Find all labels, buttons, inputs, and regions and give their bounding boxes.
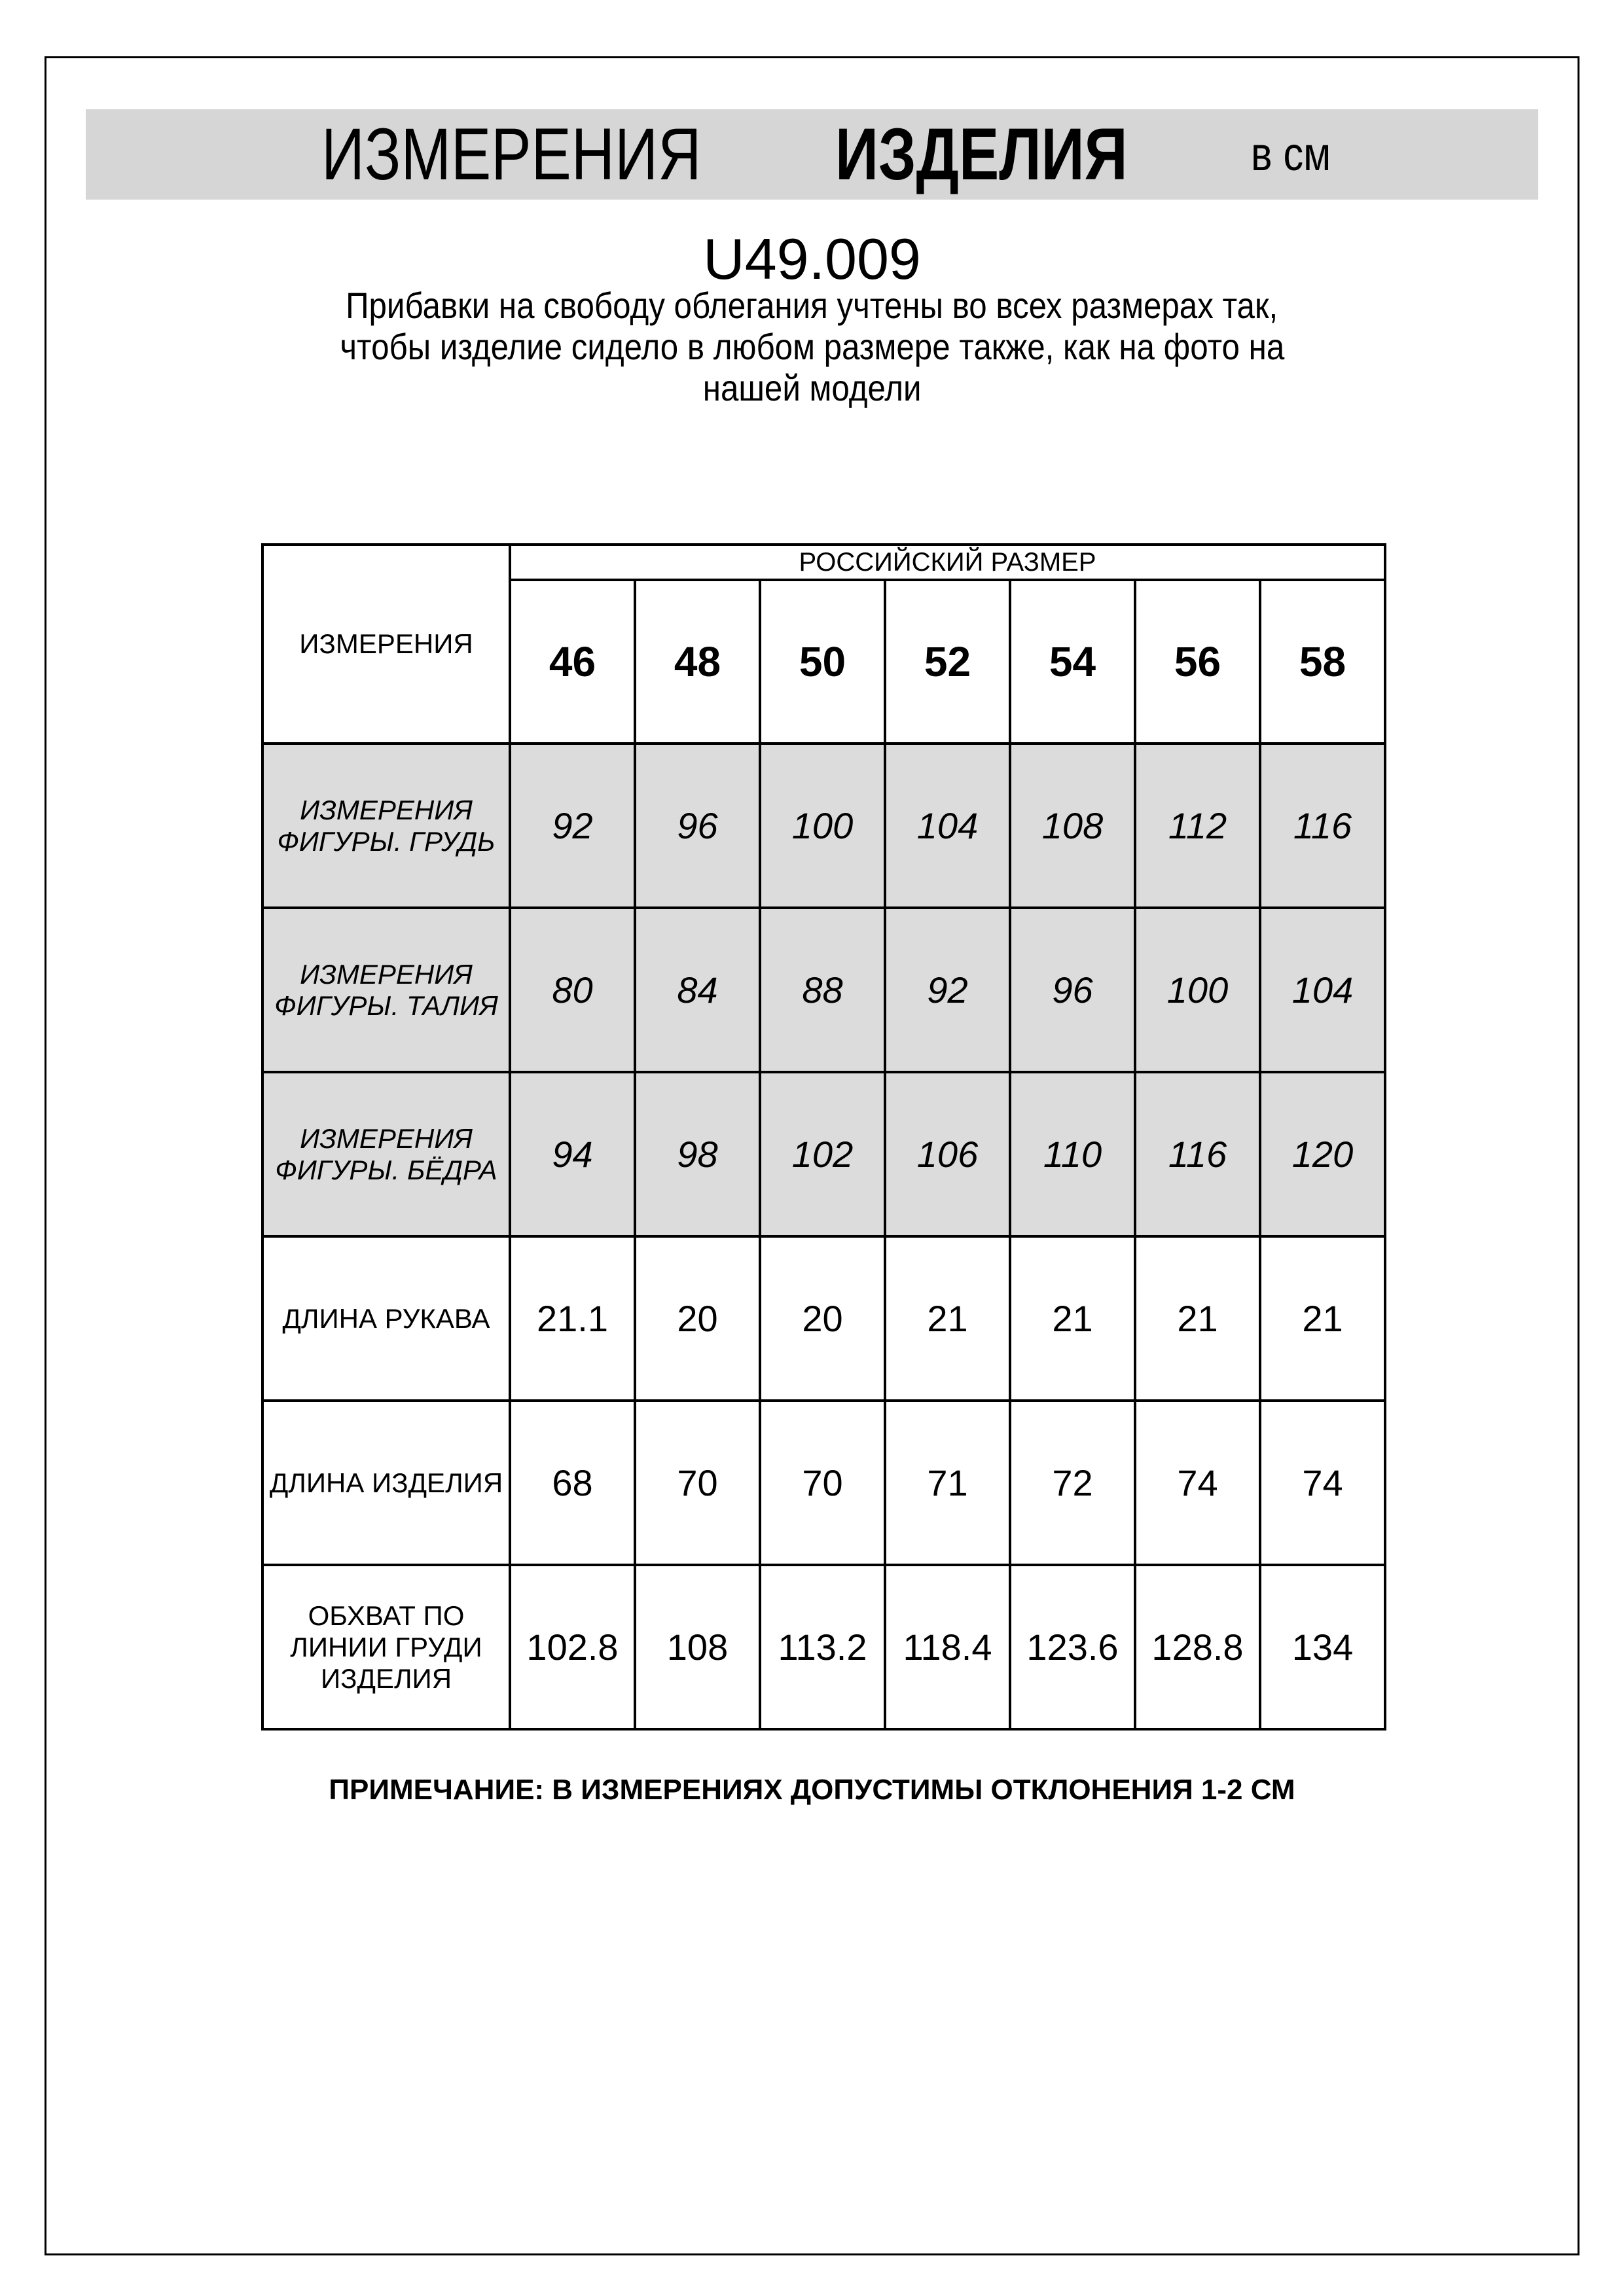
cell-value: 116 bbox=[1134, 1071, 1261, 1238]
row-label: ДЛИНА ИЗДЕЛИЯ bbox=[261, 1399, 511, 1566]
cell-value: 72 bbox=[1009, 1399, 1136, 1566]
cell-value: 112 bbox=[1134, 742, 1261, 909]
cell-value: 102 bbox=[759, 1071, 886, 1238]
cell-value: 118.4 bbox=[884, 1564, 1011, 1731]
cell-value: 96 bbox=[1009, 906, 1136, 1073]
cell-value: 21 bbox=[884, 1235, 1011, 1402]
row-label-line: ФИГУРЫ. ТАЛИЯ bbox=[274, 990, 498, 1021]
cell-value: 110 bbox=[1009, 1071, 1136, 1238]
model-code: U49.009 bbox=[703, 226, 921, 291]
row-label-line: ДЛИНА ИЗДЕЛИЯ bbox=[269, 1467, 503, 1498]
cell-value: 21 bbox=[1009, 1235, 1136, 1402]
table-row: ИЗМЕРЕНИЯ ФИГУРЫ. БЁДРА 94 98 102 106 110 116 12… bbox=[261, 1071, 1386, 1238]
size-table: ИЗМЕРЕНИЯ РОССИЙСКИЙ РАЗМЕР 46 48 50 52 54 56… bbox=[261, 543, 1386, 1731]
description-line: нашей модели bbox=[702, 367, 922, 408]
cell-value: 92 bbox=[509, 742, 636, 909]
row-label-line: ИЗДЕЛИЯ bbox=[320, 1662, 452, 1694]
cell-value: 84 bbox=[634, 906, 761, 1073]
cell-value: 96 bbox=[634, 742, 761, 909]
cell-value: 88 bbox=[759, 906, 886, 1073]
description: Прибавки на свободу облегания учтены во … bbox=[0, 285, 1624, 408]
cell-value: 106 bbox=[884, 1071, 1011, 1238]
cell-value: 102.8 bbox=[509, 1564, 636, 1731]
size-header: 56 bbox=[1134, 579, 1261, 745]
cell-value: 100 bbox=[759, 742, 886, 909]
row-label: ДЛИНА РУКАВА bbox=[261, 1235, 511, 1402]
corner-label: ИЗМЕРЕНИЯ bbox=[261, 543, 511, 745]
table-row: ИЗМЕРЕНИЯ ФИГУРЫ. ТАЛИЯ 80 84 88 92 96 100 104 bbox=[261, 906, 1386, 1073]
cell-value: 70 bbox=[634, 1399, 761, 1566]
row-label: ИЗМЕРЕНИЯ ФИГУРЫ. БЁДРА bbox=[261, 1071, 511, 1238]
cell-value: 92 bbox=[884, 906, 1011, 1073]
size-header: 58 bbox=[1259, 579, 1386, 745]
row-label: ИЗМЕРЕНИЯ ФИГУРЫ. ТАЛИЯ bbox=[261, 906, 511, 1073]
row-label-line: ИЗМЕРЕНИЯ bbox=[300, 1122, 473, 1154]
description-line: чтобы изделие сидело в любом размере так… bbox=[340, 326, 1284, 367]
cell-value: 21 bbox=[1259, 1235, 1386, 1402]
note: ПРИМЕЧАНИЕ: В ИЗМЕРЕНИЯХ ДОПУСТИМЫ ОТКЛО… bbox=[329, 1774, 1295, 1806]
title-band: ИЗМЕРЕНИЯ ИЗДЕЛИЯ в см bbox=[86, 109, 1538, 200]
row-label-line: ФИГУРЫ. ГРУДЬ bbox=[277, 825, 496, 857]
cell-value: 71 bbox=[884, 1399, 1011, 1566]
table-row: ИЗМЕРЕНИЯ ФИГУРЫ. ГРУДЬ 92 96 100 104 108 112 11… bbox=[261, 742, 1386, 909]
title-part2: ИЗДЕЛИЯ bbox=[835, 113, 1128, 195]
cell-value: 68 bbox=[509, 1399, 636, 1566]
cell-value: 98 bbox=[634, 1071, 761, 1238]
cell-value: 128.8 bbox=[1134, 1564, 1261, 1731]
cell-value: 70 bbox=[759, 1399, 886, 1566]
row-label-line: ИЗМЕРЕНИЯ bbox=[300, 794, 473, 825]
row-label: ИЗМЕРЕНИЯ ФИГУРЫ. ГРУДЬ bbox=[261, 742, 511, 909]
cell-value: 123.6 bbox=[1009, 1564, 1136, 1731]
size-header: 46 bbox=[509, 579, 636, 745]
row-label: ОБХВАТ ПО ЛИНИИ ГРУДИ ИЗДЕЛИЯ bbox=[261, 1564, 511, 1731]
cell-value: 108 bbox=[1009, 742, 1136, 909]
unit-label: в см bbox=[1251, 128, 1331, 181]
cell-value: 104 bbox=[1259, 906, 1386, 1073]
cell-value: 74 bbox=[1134, 1399, 1261, 1566]
cell-value: 21 bbox=[1134, 1235, 1261, 1402]
table-row: ОБХВАТ ПО ЛИНИИ ГРУДИ ИЗДЕЛИЯ 102.8 108 113.2… bbox=[261, 1564, 1386, 1731]
cell-value: 108 bbox=[634, 1564, 761, 1731]
row-label-line: ИЗМЕРЕНИЯ bbox=[300, 958, 473, 990]
cell-value: 74 bbox=[1259, 1399, 1386, 1566]
cell-value: 104 bbox=[884, 742, 1011, 909]
cell-value: 120 bbox=[1259, 1071, 1386, 1238]
cell-value: 116 bbox=[1259, 742, 1386, 909]
description-line: Прибавки на свободу облегания учтены во … bbox=[346, 285, 1278, 326]
row-label-line: ЛИНИИ ГРУДИ bbox=[290, 1631, 482, 1662]
size-header: 50 bbox=[759, 579, 886, 745]
cell-value: 20 bbox=[759, 1235, 886, 1402]
size-header: 54 bbox=[1009, 579, 1136, 745]
size-header: 52 bbox=[884, 579, 1011, 745]
table-row: ДЛИНА РУКАВА 21.1 20 20 21 21 21 21 bbox=[261, 1235, 1386, 1402]
row-label-line: ОБХВАТ ПО bbox=[308, 1600, 465, 1631]
title-part1: ИЗМЕРЕНИЯ bbox=[321, 113, 702, 195]
table-row: ДЛИНА ИЗДЕЛИЯ 68 70 70 71 72 74 74 bbox=[261, 1399, 1386, 1566]
size-group-header: РОССИЙСКИЙ РАЗМЕР bbox=[509, 543, 1386, 581]
cell-value: 134 bbox=[1259, 1564, 1386, 1731]
row-label-line: ДЛИНА РУКАВА bbox=[282, 1302, 490, 1334]
cell-value: 21.1 bbox=[509, 1235, 636, 1402]
row-label-line: ФИГУРЫ. БЁДРА bbox=[275, 1154, 497, 1185]
cell-value: 100 bbox=[1134, 906, 1261, 1073]
cell-value: 20 bbox=[634, 1235, 761, 1402]
size-header: 48 bbox=[634, 579, 761, 745]
cell-value: 80 bbox=[509, 906, 636, 1073]
cell-value: 94 bbox=[509, 1071, 636, 1238]
cell-value: 113.2 bbox=[759, 1564, 886, 1731]
page-border bbox=[45, 56, 1579, 2255]
